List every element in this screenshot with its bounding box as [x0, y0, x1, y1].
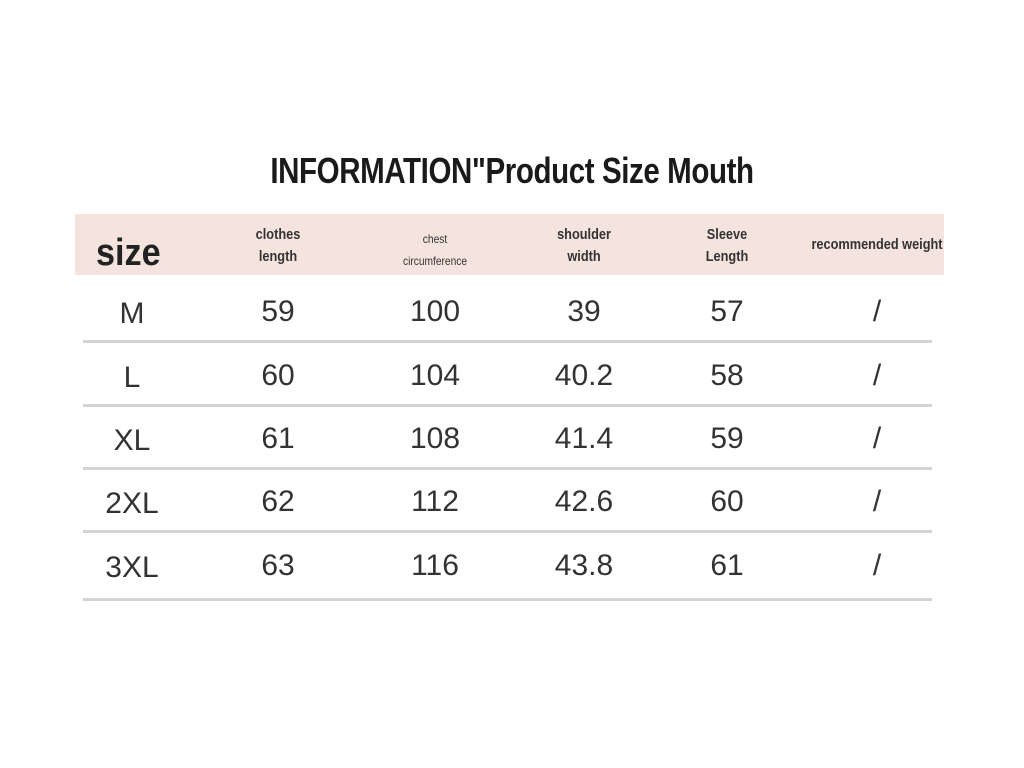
table-cell: 61 — [710, 549, 744, 582]
table-cell: 41.4 — [554, 422, 614, 455]
table-cell: 58 — [710, 359, 744, 392]
table-cell: 3XL — [105, 551, 159, 584]
table-cell: / — [872, 485, 882, 518]
table-cell: 59 — [261, 295, 295, 328]
header-cell: Sleeve Length — [705, 226, 749, 265]
title: INFORMATION"Product Size Mouth — [270, 150, 754, 191]
row-divider — [83, 467, 932, 470]
header-cell: clothes length — [255, 226, 301, 265]
table-cell: M — [119, 297, 145, 330]
table-cell: 60 — [261, 359, 295, 392]
table-cell: / — [872, 549, 882, 582]
table-cell: 100 — [409, 295, 461, 328]
table-cell: 61 — [261, 422, 295, 455]
table-cell: 42.6 — [554, 485, 614, 518]
table-cell: 43.8 — [554, 549, 614, 582]
table-cell: 40.2 — [554, 359, 614, 392]
row-divider — [83, 340, 932, 343]
table-cell: 2XL — [105, 487, 159, 520]
header-band — [75, 214, 944, 275]
header-cell: size — [96, 232, 161, 274]
table-cell: L — [123, 361, 141, 394]
row-divider — [83, 404, 932, 407]
table-cell: 62 — [261, 485, 295, 518]
table-cell: 63 — [261, 549, 295, 582]
table-cell: / — [872, 295, 882, 328]
row-divider — [83, 598, 932, 601]
table-cell: XL — [113, 424, 151, 457]
table-cell: 108 — [409, 422, 461, 455]
header-cell: chest circumference — [402, 232, 468, 268]
table-cell: 104 — [409, 359, 461, 392]
table-cell: 60 — [710, 485, 744, 518]
table-cell: 39 — [567, 295, 601, 328]
table-cell: 112 — [411, 485, 459, 518]
header-cell: recommended weight — [811, 236, 943, 253]
row-divider — [83, 530, 932, 533]
table-cell: / — [872, 359, 882, 392]
header-cell: shoulder width — [557, 226, 611, 265]
table-cell: 57 — [710, 295, 744, 328]
table-cell: 59 — [710, 422, 744, 455]
table-cell: 116 — [411, 549, 459, 582]
table-cell: / — [872, 422, 882, 455]
